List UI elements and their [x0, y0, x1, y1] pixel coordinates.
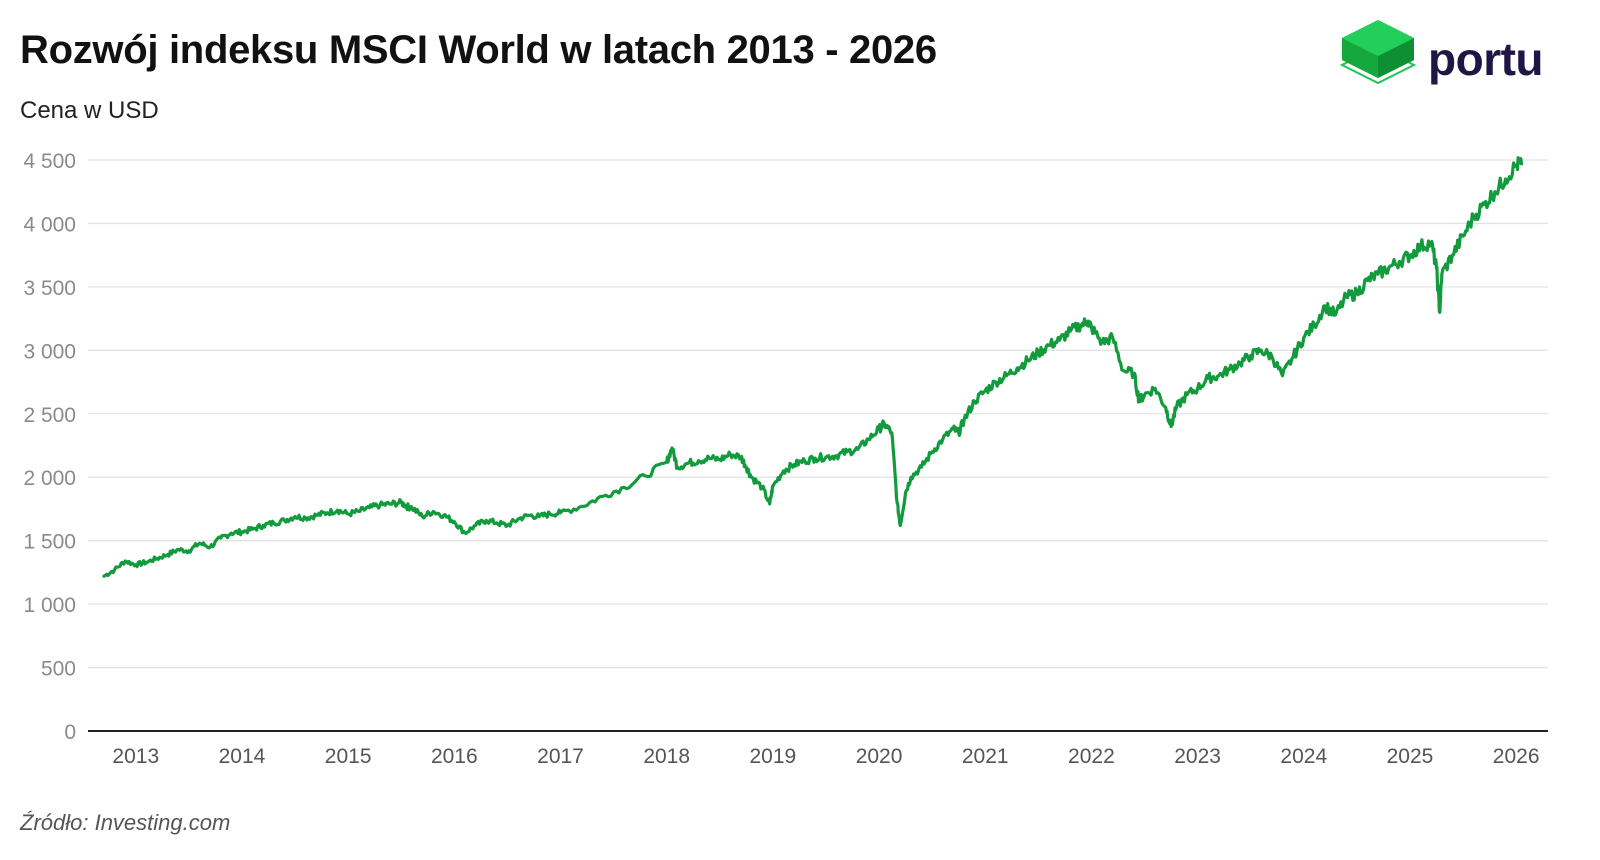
series-line-msci-world	[102, 156, 1524, 578]
x-axis: 2013 2014 2015 2016 2017 2018 2019 2020 2021 2022…	[112, 745, 1539, 768]
y-tick-label: 500	[41, 658, 76, 681]
x-tick-label: 2014	[219, 745, 266, 768]
y-tick-label: 2 000	[23, 467, 76, 490]
y-tick-label: 1 500	[23, 531, 76, 554]
line-chart: 0 500 1 000 1 500 2 000 2 500 3 000 3 500 4 000 4…	[23, 150, 1548, 768]
y-tick-label: 0	[64, 721, 76, 744]
x-tick-label: 2026	[1493, 745, 1540, 768]
x-tick-label: 2022	[1068, 745, 1115, 768]
x-tick-label: 2013	[112, 745, 159, 768]
x-tick-label: 2018	[643, 745, 690, 768]
chart-title: Rozwój indeksu MSCI World w latach 2013 …	[20, 28, 937, 72]
y-axis: 0 500 1 000 1 500 2 000 2 500 3 000 3 500 4 000 4…	[23, 150, 76, 744]
y-tick-label: 3 000	[23, 340, 76, 363]
source-note: Źródło: Investing.com	[20, 810, 231, 835]
x-tick-label: 2019	[750, 745, 797, 768]
grid-lines	[88, 159, 1548, 669]
y-tick-label: 2 500	[23, 404, 76, 427]
x-tick-label: 2023	[1174, 745, 1221, 768]
portu-logo: portu	[1338, 16, 1588, 102]
x-tick-label: 2015	[325, 745, 372, 768]
x-tick-label: 2021	[962, 745, 1009, 768]
x-tick-label: 2017	[537, 745, 584, 768]
x-tick-label: 2024	[1280, 745, 1327, 768]
y-tick-label: 4 500	[23, 150, 76, 173]
x-tick-label: 2025	[1387, 745, 1434, 768]
cube-logo-icon	[1339, 20, 1417, 85]
logo-wordmark: portu	[1428, 33, 1544, 85]
y-tick-label: 1 000	[23, 594, 76, 617]
x-tick-label: 2020	[856, 745, 903, 768]
y-tick-label: 4 000	[23, 213, 76, 236]
x-tick-label: 2016	[431, 745, 478, 768]
y-axis-unit-label: Cena w USD	[20, 97, 159, 124]
y-tick-label: 3 500	[23, 277, 76, 300]
